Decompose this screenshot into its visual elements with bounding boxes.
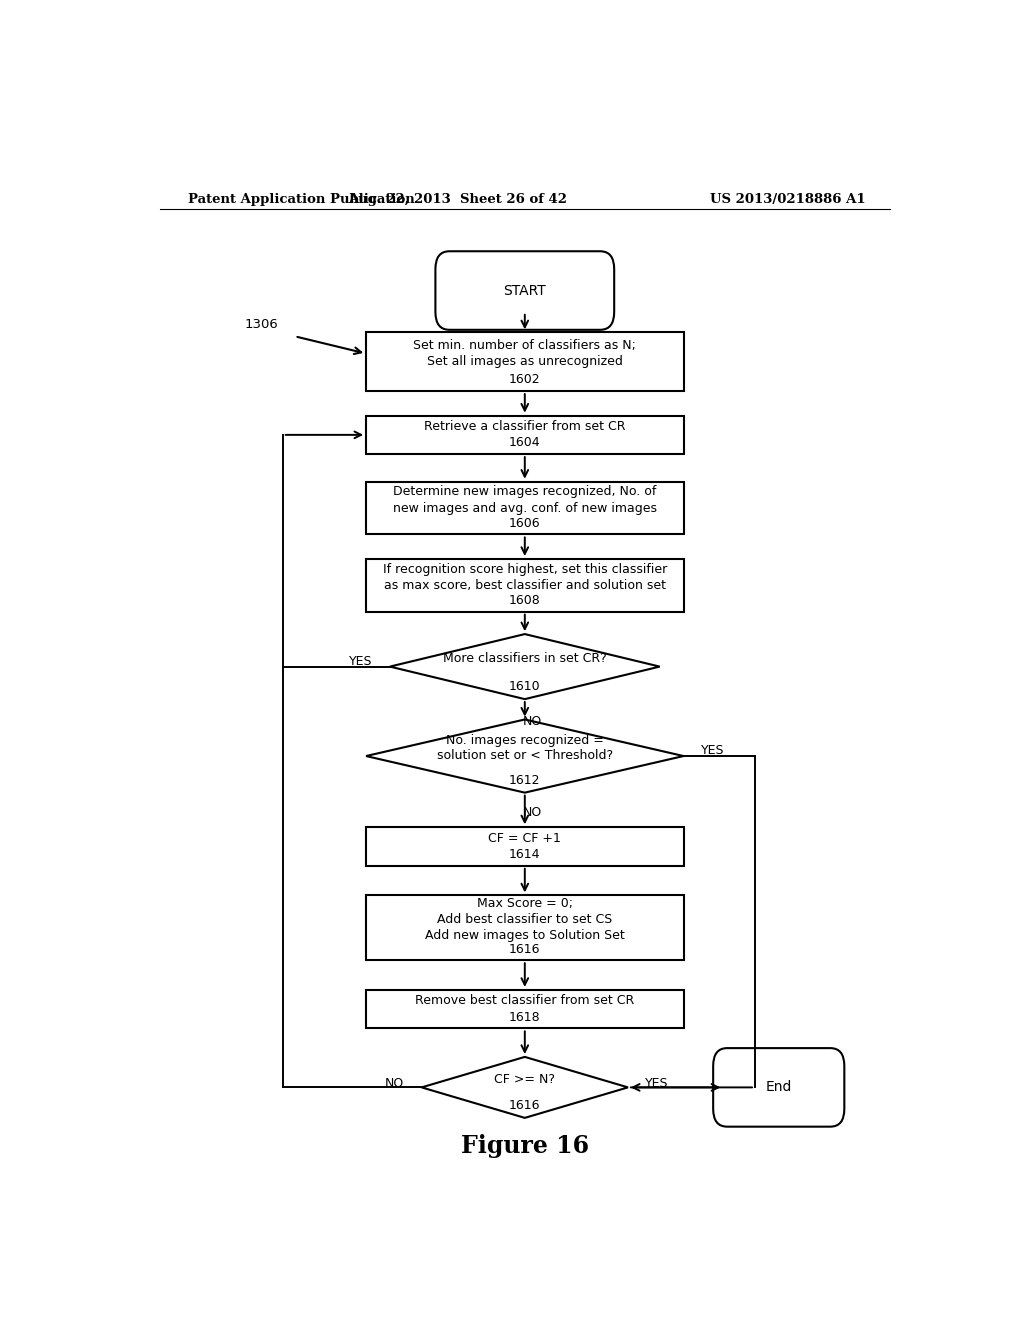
Text: YES: YES — [349, 655, 373, 668]
Text: No. images recognized =: No. images recognized = — [445, 734, 604, 747]
Text: Retrieve a classifier from set CR: Retrieve a classifier from set CR — [424, 420, 626, 433]
Bar — [367, 416, 684, 454]
Text: More classifiers in set CR?: More classifiers in set CR? — [443, 652, 606, 665]
Text: NO: NO — [523, 715, 543, 729]
Text: 1306: 1306 — [245, 318, 279, 330]
Text: 1602: 1602 — [509, 374, 541, 387]
Text: START: START — [504, 284, 546, 297]
Text: 1606: 1606 — [509, 517, 541, 529]
Text: 1616: 1616 — [509, 942, 541, 956]
Text: 1612: 1612 — [509, 774, 541, 787]
Text: End: End — [766, 1080, 792, 1094]
Text: 1618: 1618 — [509, 1011, 541, 1024]
Text: 1614: 1614 — [509, 849, 541, 861]
Text: US 2013/0218886 A1: US 2013/0218886 A1 — [711, 193, 866, 206]
Text: CF = CF +1: CF = CF +1 — [488, 832, 561, 845]
Polygon shape — [367, 719, 684, 792]
Text: CF >= N?: CF >= N? — [495, 1073, 555, 1086]
Text: Max Score = 0;: Max Score = 0; — [477, 896, 572, 909]
Text: NO: NO — [523, 807, 543, 820]
Bar — [367, 482, 684, 535]
Text: as max score, best classifier and solution set: as max score, best classifier and soluti… — [384, 578, 666, 591]
Text: 1604: 1604 — [509, 437, 541, 450]
Text: Set all images as unrecognized: Set all images as unrecognized — [427, 355, 623, 368]
Text: Figure 16: Figure 16 — [461, 1134, 589, 1159]
Text: 1608: 1608 — [509, 594, 541, 607]
Text: new images and avg. conf. of new images: new images and avg. conf. of new images — [393, 502, 656, 515]
Bar — [367, 333, 684, 391]
Text: 1610: 1610 — [509, 680, 541, 693]
Text: YES: YES — [701, 744, 724, 758]
Text: Add best classifier to set CS: Add best classifier to set CS — [437, 913, 612, 927]
Bar — [367, 828, 684, 866]
Polygon shape — [390, 634, 659, 700]
FancyBboxPatch shape — [713, 1048, 845, 1127]
Bar — [367, 990, 684, 1028]
Bar — [367, 558, 684, 611]
Text: 1616: 1616 — [509, 1100, 541, 1113]
Text: YES: YES — [645, 1077, 669, 1090]
FancyBboxPatch shape — [435, 251, 614, 330]
Bar — [367, 895, 684, 961]
Text: Patent Application Publication: Patent Application Publication — [187, 193, 415, 206]
Text: Aug. 22, 2013  Sheet 26 of 42: Aug. 22, 2013 Sheet 26 of 42 — [348, 193, 567, 206]
Text: Set min. number of classifiers as N;: Set min. number of classifiers as N; — [414, 339, 636, 352]
Text: NO: NO — [385, 1077, 404, 1090]
Text: If recognition score highest, set this classifier: If recognition score highest, set this c… — [383, 562, 667, 576]
Text: Remove best classifier from set CR: Remove best classifier from set CR — [415, 994, 635, 1007]
Text: solution set or < Threshold?: solution set or < Threshold? — [437, 748, 612, 762]
Text: Add new images to Solution Set: Add new images to Solution Set — [425, 929, 625, 942]
Text: Determine new images recognized, No. of: Determine new images recognized, No. of — [393, 486, 656, 498]
Polygon shape — [422, 1057, 628, 1118]
